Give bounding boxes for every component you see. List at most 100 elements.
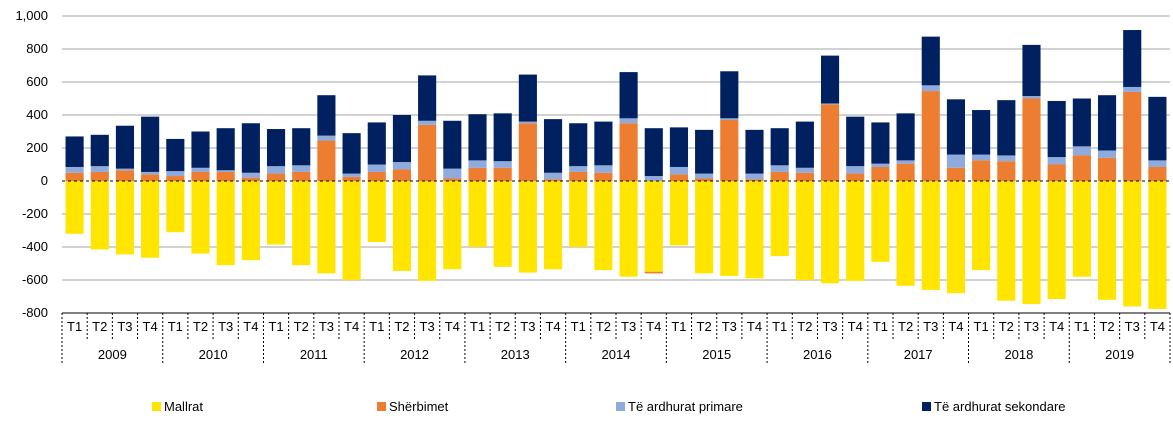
x-tick-label: T2 [697,319,712,334]
bar-segment [1072,155,1091,181]
bar-segment [972,154,991,161]
x-tick-label: T1 [772,319,787,334]
bar-segment [468,114,487,161]
bar-segment [543,119,563,173]
bar-segment [1072,181,1091,277]
bar-segment [720,118,739,120]
x-tick-label: T4 [1049,319,1064,334]
bar-segment [569,181,588,247]
y-tick-label: 1,000 [15,8,48,23]
bar-segment [770,181,789,257]
bar-segment [342,133,361,174]
bar-segment [795,172,814,181]
x-tick-label: T1 [470,319,485,334]
year-label: 2015 [702,347,731,362]
bar-segment [367,164,386,172]
bar-segment [896,113,915,161]
bar-segment [493,181,512,267]
bar-segment [820,104,840,181]
bar-segment [141,174,160,181]
bar-segment [871,122,890,164]
bar-segment [820,181,840,284]
bar-segment [619,181,638,277]
bar-segment [90,166,109,172]
bar-segment [896,181,915,286]
bar-segment [921,91,940,181]
bar-segment [619,123,638,181]
bar-segment [946,167,966,181]
bar-segment [141,116,160,172]
legend-label-sherbimet: Shërbimet [389,399,449,414]
x-tick-label: T1 [1074,319,1089,334]
x-tick-label: T2 [596,319,611,334]
x-tick-label: T2 [898,319,913,334]
bar-segment [90,171,109,181]
legend-swatch-mallrat [152,402,161,411]
x-tick-label: T2 [294,319,309,334]
bar-segment [292,165,311,172]
bar-segment [669,174,689,181]
bar-segment [594,181,613,271]
bar-segment [720,71,739,119]
y-tick-label: 800 [26,41,48,56]
bar-segment [921,181,940,290]
bar-segment [795,121,814,168]
bar-segment [216,170,235,172]
bar-segment [191,131,210,168]
x-tick-label: T4 [948,319,963,334]
bar-segment [1148,160,1167,167]
bar-segment [770,165,789,172]
bar-segment [241,123,260,173]
bar-segment [266,129,286,167]
x-tick-label: T1 [67,319,82,334]
bar-segment [745,129,764,174]
bar-segment [745,181,764,279]
bar-segment [846,181,865,281]
x-tick-label: T1 [671,319,686,334]
bar-segment [695,129,714,174]
x-tick-label: T1 [571,319,586,334]
legend-item-ardhurat-sekondare: Të ardhurat sekondare [922,399,1066,414]
bar-segment [216,181,235,266]
bar-segment [795,181,814,280]
bar-segment [266,181,286,245]
bar-segment [241,172,260,178]
x-tick-label: T3 [218,319,233,334]
year-label: 2019 [1105,347,1134,362]
bar-segment [569,123,588,167]
x-tick-label: T1 [974,319,989,334]
year-label: 2018 [1004,347,1033,362]
bar-segment [518,74,537,122]
bar-segment [1097,157,1117,181]
bar-segment [896,163,915,181]
bar-segment [1022,96,1041,99]
bar-segment [241,181,260,261]
year-label: 2011 [300,347,328,362]
bar-segment [644,271,663,274]
bar-segment [997,181,1016,301]
bar-segment [1148,181,1167,309]
bar-segment [1148,96,1167,161]
x-tick-label: T2 [394,319,409,334]
bar-segment [266,173,286,181]
bar-segment [342,181,361,280]
x-tick-label: T3 [923,319,938,334]
y-tick-label: -800 [22,305,48,320]
bar-segment [846,166,865,174]
x-tick-label: T1 [168,319,183,334]
legend-item-ardhurat-primare: Të ardhurat primare [616,399,743,414]
x-tick-label: T4 [344,319,359,334]
bar-segment [1097,150,1117,158]
x-tick-label: T3 [1024,319,1039,334]
bar-segment [770,128,789,166]
legend-swatch-sherbimet [377,402,386,411]
bar-segment [669,127,689,167]
bar-segment [1047,164,1066,181]
x-tick-label: T2 [1099,319,1114,334]
bar-segment [1022,44,1041,97]
bar-segment [115,125,135,169]
bar-segment [342,176,361,182]
bar-segment [493,113,512,162]
bar-segment [493,161,512,168]
x-tick-label: T2 [797,319,812,334]
